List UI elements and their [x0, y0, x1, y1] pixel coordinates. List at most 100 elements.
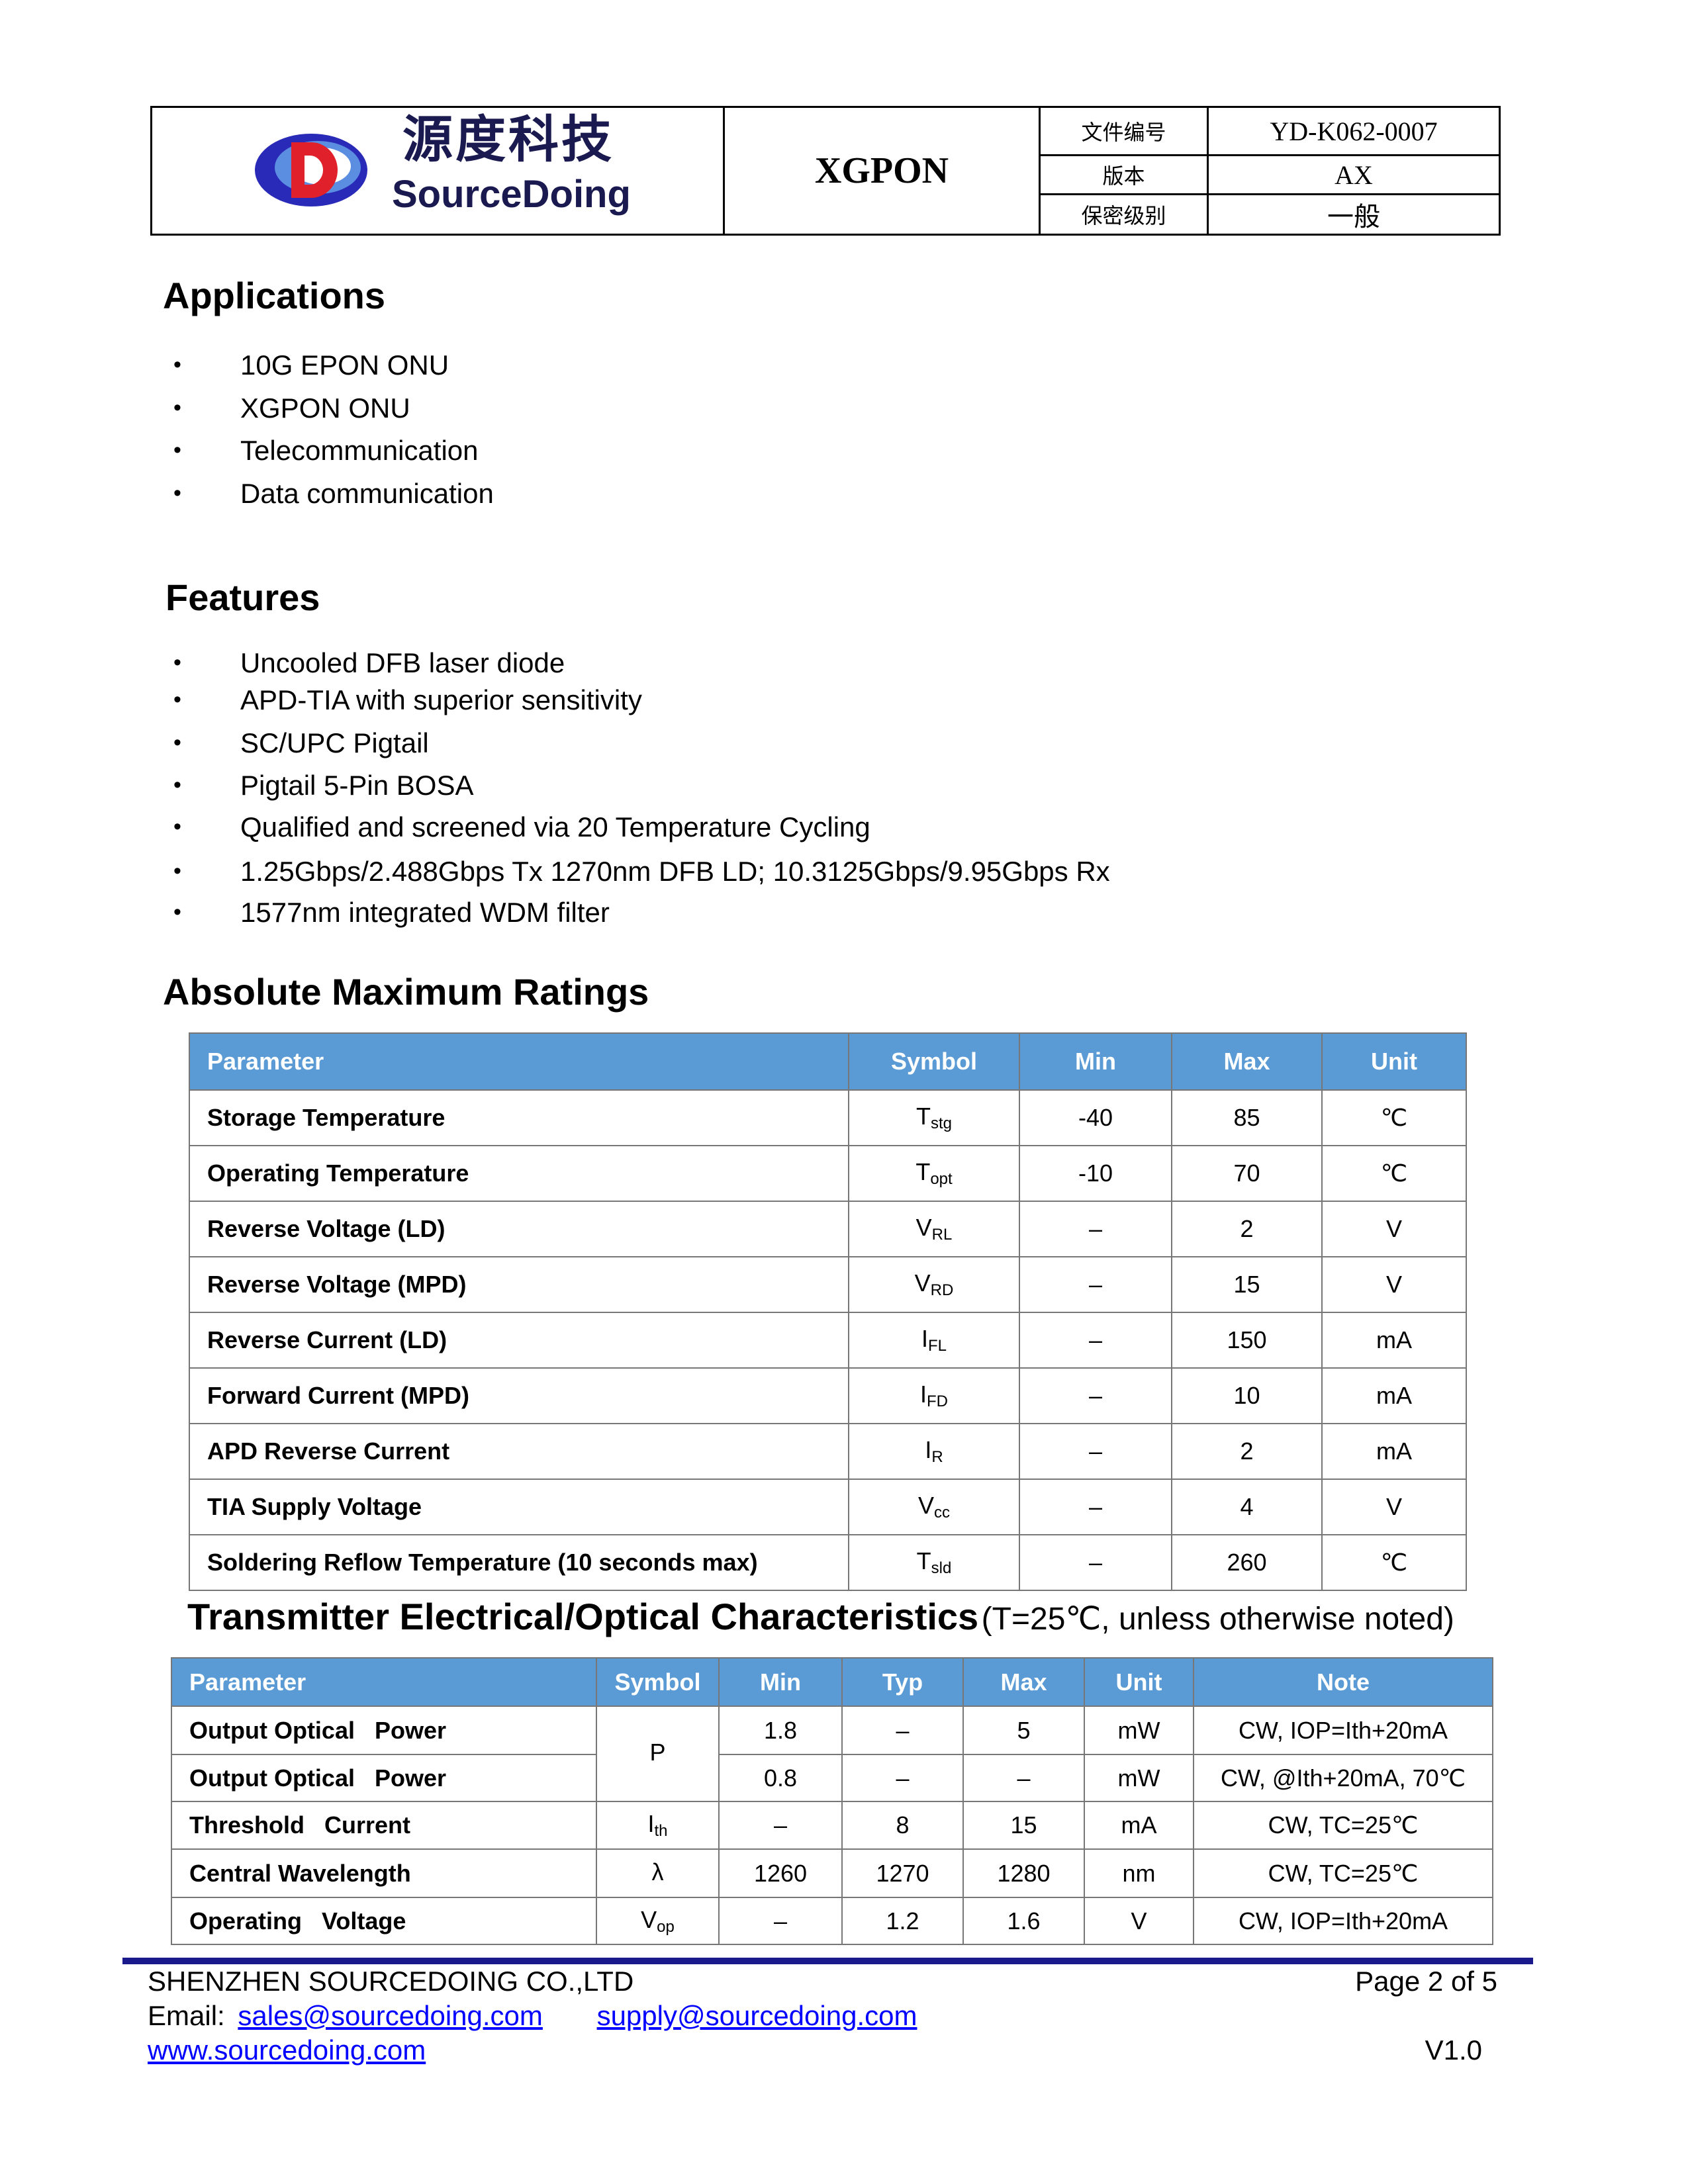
note-cell: CW, @Ith+20mA, 70℃ [1193, 1754, 1493, 1802]
col-max: Max [1171, 1032, 1323, 1091]
bullet-icon: • [173, 730, 181, 755]
bullet-icon: • [173, 352, 181, 377]
max-cell: 4 [1171, 1479, 1323, 1535]
symbol-cell: VRL [848, 1201, 1020, 1257]
table-row: Output Optical Power P 1.8 – 5 mW CW, IOP… [171, 1706, 1493, 1802]
symbol-cell: P [596, 1706, 720, 1802]
tx-col-min: Min [718, 1657, 843, 1707]
bullet-icon: • [173, 899, 181, 925]
table-row: Forward Current (MPD) IFD – 10 mA [189, 1367, 1467, 1424]
col-min: Min [1019, 1032, 1172, 1091]
bullet-icon: • [173, 687, 181, 712]
symbol-sub: th [654, 1822, 668, 1840]
table-row: Soldering Reflow Temperature (10 seconds… [189, 1534, 1467, 1591]
document-header: 源度科技 SourceDoing XGPON 文件编号 YD-K062-0007… [150, 106, 1501, 236]
symbol-cell: Tstg [848, 1089, 1020, 1146]
logo-cell: 源度科技 SourceDoing [150, 106, 725, 236]
parameter-cell: Storage Temperature [189, 1089, 849, 1146]
features-item-text: Uncooled DFB laser diode [240, 647, 565, 678]
unit-cell: mA [1321, 1312, 1467, 1369]
max-cell: 15 [1171, 1256, 1323, 1313]
applications-heading: Applications [163, 275, 386, 316]
max-cell: 15 [962, 1801, 1085, 1850]
parameter-cell: Operating Voltage [171, 1897, 597, 1945]
amr-heading: Absolute Maximum Ratings [163, 971, 649, 1013]
parameter-cell: Reverse Voltage (LD) [189, 1201, 849, 1257]
symbol-base: I [925, 1436, 932, 1463]
symbol-cell: Vop [596, 1897, 720, 1945]
table-row: Operating Voltage Vop – 1.2 1.6 V CW, IOP… [171, 1897, 1493, 1945]
symbol-sub: stg [930, 1115, 952, 1132]
features-item-text: 1577nm integrated WDM filter [240, 897, 610, 928]
col-unit: Unit [1321, 1032, 1467, 1091]
symbol-cell: IR [848, 1423, 1020, 1480]
max-cell: 1.6 [962, 1897, 1085, 1945]
email-label: Email: [148, 2000, 225, 2031]
table-row: Storage Temperature Tstg -40 85 ℃ [189, 1089, 1467, 1146]
symbol-sub: opt [930, 1170, 953, 1188]
unit-cell: mA [1321, 1367, 1467, 1424]
sales-email-link[interactable]: sales@sourcedoing.com [238, 2000, 543, 2031]
typ-cell: 1270 [841, 1848, 964, 1898]
security-value: 一般 [1207, 193, 1501, 236]
symbol-base: λ [651, 1858, 664, 1886]
bullet-icon: • [173, 650, 181, 675]
parameter-cell: Operating Temperature [189, 1145, 849, 1202]
symbol-sub: sld [931, 1559, 952, 1577]
min-cell: – [1019, 1479, 1172, 1535]
unit-cell: mA [1084, 1801, 1194, 1850]
symbol-sub: R [931, 1448, 943, 1466]
tx-col-parameter: Parameter [171, 1657, 597, 1707]
features-item-text: APD-TIA with superior sensitivity [240, 684, 642, 715]
min-cell: – [1019, 1367, 1172, 1424]
unit-cell: ℃ [1321, 1089, 1467, 1146]
tx-col-typ: Typ [841, 1657, 964, 1707]
note-cell: CW, TC=25℃ [1193, 1801, 1493, 1850]
supply-email-link[interactable]: supply@sourcedoing.com [596, 2000, 917, 2031]
min-cell: – [1019, 1423, 1172, 1480]
unit-cell: V [1321, 1256, 1467, 1313]
bullet-icon: • [173, 858, 181, 884]
max-cell: 2 [1171, 1423, 1323, 1480]
table-row: Output Optical Power 0.8 – – mW CW, @Ith… [171, 1754, 1493, 1802]
max-cell: 1280 [962, 1848, 1085, 1898]
unit-cell: mW [1084, 1706, 1194, 1755]
symbol-cell: VRD [848, 1256, 1020, 1313]
symbol-base: V [915, 1214, 932, 1241]
symbol-sub: FD [927, 1392, 948, 1410]
bullet-icon: • [173, 437, 181, 463]
symbol-sub: RL [931, 1226, 953, 1244]
parameter-cell: Output Optical Power [171, 1754, 597, 1802]
typ-cell: 1.2 [841, 1897, 964, 1945]
typ-cell: – [841, 1706, 964, 1755]
table-row: Reverse Voltage (LD) VRL – 2 V [189, 1201, 1467, 1257]
min-cell: -10 [1019, 1145, 1172, 1202]
parameter-cell: Soldering Reflow Temperature (10 seconds… [189, 1534, 849, 1591]
features-item-text: SC/UPC Pigtail [240, 727, 429, 758]
col-symbol: Symbol [848, 1032, 1020, 1091]
max-cell: 70 [1171, 1145, 1323, 1202]
note-cell: CW, IOP=Ith+20mA [1193, 1706, 1493, 1755]
product-name: XGPON [723, 106, 1041, 236]
symbol-cell: Ith [596, 1801, 720, 1850]
features-item-text: 1.25Gbps/2.488Gbps Tx 1270nm DFB LD; 10.… [240, 856, 1110, 887]
col-parameter: Parameter [189, 1032, 849, 1091]
website-link[interactable]: www.sourcedoing.com [148, 2034, 426, 2066]
tx-col-symbol: Symbol [596, 1657, 720, 1707]
symbol-cell: λ [596, 1848, 720, 1898]
min-cell: – [1019, 1256, 1172, 1313]
min-cell: – [1019, 1312, 1172, 1369]
footer-email-line: Email: sales@sourcedoing.com supply@sour… [148, 2000, 917, 2032]
sourcedoing-logo [255, 134, 367, 206]
tx-title: Transmitter Electrical/Optical Character… [187, 1596, 979, 1637]
max-cell: 85 [1171, 1089, 1323, 1146]
min-cell: – [718, 1801, 843, 1850]
symbol-cell: IFD [848, 1367, 1020, 1424]
max-cell: 260 [1171, 1534, 1323, 1591]
min-cell: 1.8 [718, 1706, 843, 1755]
min-cell: 1260 [718, 1848, 843, 1898]
min-cell: – [718, 1897, 843, 1945]
symbol-sub: RD [930, 1281, 954, 1299]
min-cell: -40 [1019, 1089, 1172, 1146]
parameter-cell: Output Optical Power [171, 1706, 597, 1755]
